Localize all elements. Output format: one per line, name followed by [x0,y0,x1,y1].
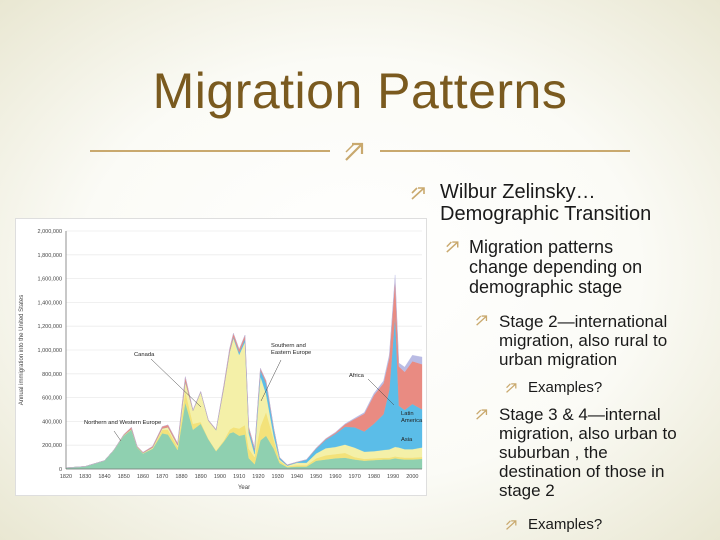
y-tick-label: 800,000 [42,372,62,378]
x-tick-label: 1930 [272,474,284,480]
bullet-icon [446,241,459,253]
x-tick-label: 1830 [79,474,91,480]
annotation-label: Eastern Europe [271,350,311,356]
annotation-label: Latin [401,411,414,417]
bullet-level3-stage2: Stage 2—international migration, also ru… [499,312,668,370]
x-tick-label: 1920 [252,474,264,480]
y-tick-label: 1,000,000 [38,348,62,354]
x-tick-label: 1970 [349,474,361,480]
annotation-label: Southern and [271,343,306,349]
series-area-africa [65,274,423,468]
x-tick-label: 1990 [387,474,399,480]
bullet-icon [411,187,425,200]
x-tick-label: 1890 [195,474,207,480]
y-tick-label: 0 [59,467,62,473]
slide-title: Migration Patterns [152,63,568,119]
bullet-arrow-icon [345,142,364,161]
annotation-label: Northern and Western Europe [84,420,161,426]
y-tick-label: 400,000 [42,419,62,425]
annotation-label: Africa [349,373,365,379]
x-tick-label: 1840 [98,474,110,480]
annotation-label: Asia [401,437,413,443]
immigration-chart: 0 200,000 400,000 600,000 800,000 1,000,000 1,… [15,218,427,496]
x-tick-label: 1950 [310,474,322,480]
x-tick-label: 1960 [329,474,341,480]
x-tick-label: 1870 [156,474,168,480]
title-rule-right [380,150,630,152]
bullet-icon [506,520,517,530]
bullet-level4-examples: Examples? [528,516,603,533]
bullet-icon [506,383,517,393]
x-tick-label: 1880 [175,474,187,480]
bullet-level1: Wilbur Zelinsky… Demographic Transition [440,181,652,226]
y-tick-label: 1,600,000 [38,277,62,283]
chart-svg: 0 200,000 400,000 600,000 800,000 1,000,000 1,… [19,229,423,491]
x-tick-label: 1980 [368,474,380,480]
bullet-icon [476,409,488,420]
bullet-level4-examples: Examples? [528,379,603,396]
bullet-level3-stage34: Stage 3 & 4—internal migration, also urb… [499,405,677,501]
y-tick-label: 600,000 [42,396,62,402]
y-tick-label: 1,400,000 [38,300,62,306]
y-tick-label: 1,800,000 [38,253,62,259]
bullet-icon [476,315,488,326]
y-tick-label: 1,200,000 [38,324,62,330]
annotation-leader [367,378,395,406]
annotation-label: Canada [134,352,155,358]
x-tick-label: 1860 [137,474,149,480]
bullet-level2: Migration patterns change depending on d… [469,237,643,298]
x-tick-label: 1900 [214,474,226,480]
y-tick-label: 200,000 [42,443,62,449]
x-tick-label: 1940 [291,474,303,480]
y-axis-label: Annual immigration into the United State… [19,295,25,405]
x-axis-label: Year [238,485,250,491]
x-tick-label: 1910 [233,474,245,480]
y-tick-label: 2,000,000 [38,229,62,235]
annotation-leader [260,359,282,402]
title-rule-left [90,150,330,152]
annotation-label: America [401,418,423,424]
annotation-leader [113,430,122,442]
x-tick-label: 1820 [60,474,72,480]
x-tick-label: 1850 [118,474,130,480]
x-tick-label: 2000 [406,474,418,480]
annotation-leader [150,358,202,408]
